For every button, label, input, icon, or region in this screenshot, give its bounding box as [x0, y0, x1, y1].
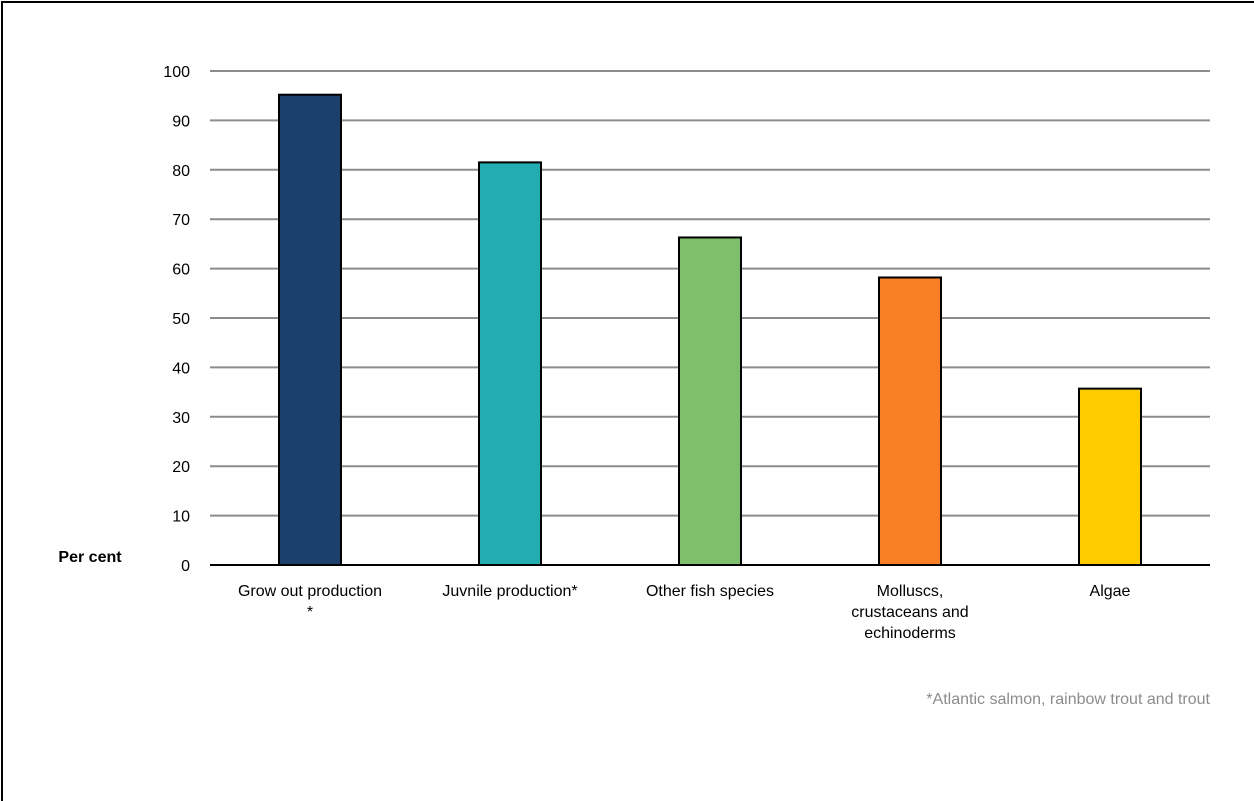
y-tick-label: 30	[172, 410, 190, 427]
x-category-label: Molluscs, crustaceans and echinoderms	[851, 583, 968, 642]
x-category-label-line: Grow out production	[238, 583, 382, 600]
y-tick-label: 60	[172, 262, 190, 279]
x-category-label-line: *	[307, 604, 313, 621]
y-tick-label: 100	[163, 64, 190, 81]
y-tick-label: 70	[172, 212, 190, 229]
y-tick-label: 50	[172, 311, 190, 328]
x-category-label-line: Juvnile production*	[442, 583, 577, 600]
y-axis-unit-label: Per cent	[58, 549, 122, 566]
x-category-label: Grow out production *	[238, 583, 382, 621]
x-category-label: Algae	[1090, 583, 1131, 600]
bar	[678, 236, 742, 566]
x-category-label: Juvnile production*	[442, 583, 577, 600]
x-category-label-line: Algae	[1090, 583, 1131, 600]
x-category-label-line: echinoderms	[864, 625, 956, 642]
y-tick-label: 10	[172, 509, 190, 526]
category-labels: Grow out production * Juvnile production* O…	[238, 583, 1131, 642]
footnote: *Atlantic salmon, rainbow trout and trou…	[926, 691, 1210, 708]
y-tick-label: 90	[172, 113, 190, 130]
y-tick-label: 40	[172, 360, 190, 377]
bar	[278, 93, 342, 566]
bars	[278, 93, 1142, 566]
bar	[478, 161, 542, 566]
bar	[1078, 387, 1142, 566]
x-category-label-line: crustaceans and	[851, 604, 968, 621]
y-tick-label: 20	[172, 459, 190, 476]
x-category-label-line: Other fish species	[646, 583, 774, 600]
bar	[878, 276, 942, 566]
x-category-label: Other fish species	[646, 583, 774, 600]
y-tick-label: 80	[172, 163, 190, 180]
y-axis-ticks: 0 10 20 30 40 50 60 70 80 90 100	[163, 64, 190, 575]
y-tick-label: 0	[181, 558, 190, 575]
x-category-label-line: Molluscs,	[877, 583, 944, 600]
bar-chart: 0 10 20 30 40 50 60 70 80 90 100 Grow out producti…	[58, 64, 1210, 708]
